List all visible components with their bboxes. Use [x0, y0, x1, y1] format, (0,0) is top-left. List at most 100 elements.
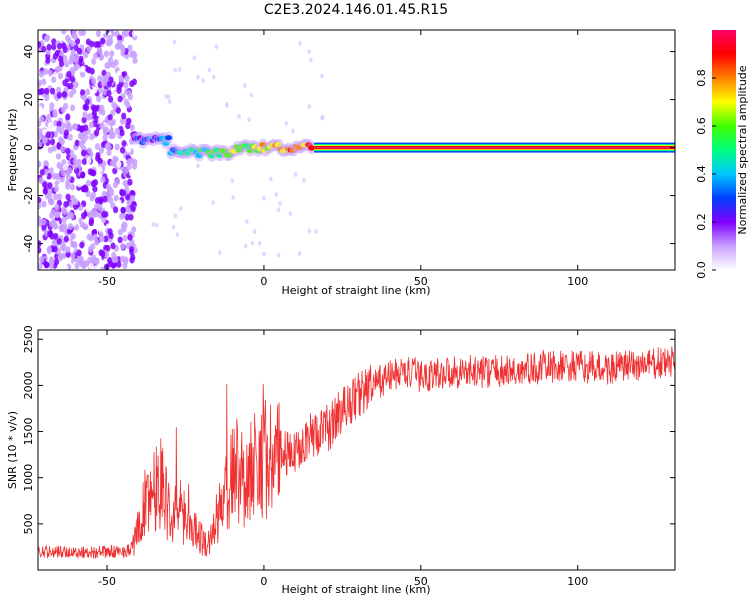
- noise-cell: [93, 265, 99, 270]
- noise-cell: [61, 206, 67, 214]
- noise-cell: [131, 109, 137, 117]
- noise-speck: [297, 251, 302, 256]
- snr-y-tick-label: 1000: [22, 464, 35, 492]
- noise-cell: [86, 45, 92, 53]
- noise-cell: [123, 81, 129, 89]
- spectrogram-frame: [37, 29, 676, 271]
- noise-speck: [314, 229, 318, 234]
- snr-frame: [37, 329, 676, 571]
- noise-speck: [288, 211, 293, 216]
- noise-cell: [47, 182, 53, 190]
- noise-speck: [307, 104, 312, 109]
- noise-cell: [102, 258, 108, 265]
- noise-cell: [39, 256, 45, 263]
- noise-cell: [101, 30, 107, 35]
- noise-cell: [117, 42, 123, 49]
- noise-cell: [113, 206, 119, 214]
- noise-cell: [43, 242, 49, 249]
- noise-cell: [79, 125, 85, 133]
- noise-cell: [63, 235, 69, 243]
- noise-cell: [51, 43, 57, 51]
- colorbar-tick-label: 0.6: [695, 117, 708, 135]
- noise-cell: [80, 89, 86, 96]
- noise-cell: [94, 238, 100, 246]
- noise-cell: [127, 178, 133, 186]
- noise-cell: [83, 223, 89, 231]
- noise-cell: [109, 50, 115, 58]
- noise-cell: [64, 60, 70, 68]
- noise-cell: [103, 244, 109, 252]
- noise-cell: [88, 121, 94, 129]
- noise-cell: [109, 178, 115, 186]
- noise-cell: [38, 56, 43, 63]
- noise-cell: [65, 113, 71, 121]
- noise-cell: [65, 34, 71, 42]
- noise-cell: [46, 187, 53, 195]
- noise-cell: [96, 41, 102, 48]
- noise-speck: [179, 206, 183, 212]
- noise-cell: [126, 158, 133, 165]
- noise-cell: [108, 232, 114, 240]
- noise-speck: [278, 201, 282, 206]
- noise-cell: [99, 266, 106, 270]
- noise-speck: [320, 73, 324, 79]
- noise-cell: [38, 202, 42, 210]
- noise-cell: [51, 239, 57, 247]
- noise-cell: [38, 217, 42, 225]
- noise-cell: [42, 136, 48, 144]
- noise-cell: [89, 67, 95, 75]
- noise-cell: [71, 240, 77, 248]
- noise-cell: [132, 30, 138, 37]
- noise-cell: [54, 203, 60, 211]
- noise-cell: [94, 257, 100, 265]
- spectrogram-x-axis-label: Height of straight line (km): [281, 284, 430, 297]
- tone-band: [314, 146, 675, 149]
- noise-speck: [309, 57, 313, 63]
- spectrogram-heatmap: [38, 30, 675, 270]
- noise-cell: [38, 81, 41, 88]
- noise-speck: [151, 222, 155, 227]
- noise-cell: [38, 120, 42, 128]
- noise-cell: [47, 230, 53, 238]
- noise-cell: [46, 43, 52, 51]
- chart-title: C2E3.2024.146.01.45.R15: [264, 2, 448, 18]
- noise-cell: [128, 246, 135, 253]
- noise-cell: [38, 262, 43, 270]
- noise-cell: [85, 179, 91, 187]
- noise-cell: [66, 174, 72, 181]
- noise-cell: [101, 210, 107, 218]
- noise-cell: [97, 75, 103, 82]
- spectrogram-x-tick-label: 0: [260, 275, 267, 288]
- noise-cell: [56, 238, 62, 245]
- noise-cell: [71, 219, 77, 227]
- noise-cell: [73, 81, 79, 89]
- noise-cell: [47, 146, 53, 154]
- noise-speck: [262, 251, 266, 257]
- noise-cell: [56, 91, 63, 99]
- noise-cell: [121, 112, 127, 120]
- noise-speck: [175, 232, 180, 238]
- noise-cell: [59, 225, 65, 233]
- noise-cell: [42, 68, 49, 75]
- noise-cell: [129, 64, 135, 72]
- noise-speck: [218, 250, 222, 255]
- noise-cell: [65, 123, 71, 130]
- noise-cell: [93, 52, 99, 60]
- noise-cell: [129, 170, 135, 177]
- noise-cell: [74, 139, 80, 147]
- noise-cell: [84, 88, 91, 96]
- noise-cell: [72, 64, 78, 72]
- spectrogram-x-tick-label: 50: [414, 275, 428, 288]
- snr-x-tick-label: 0: [260, 575, 267, 588]
- colorbar: 0.0 0.2 0.4 0.6 0.8 Normalized spectral ampl…: [695, 30, 749, 279]
- noise-cell: [38, 41, 42, 48]
- noise-cell: [87, 256, 93, 264]
- colorbar-bar: [712, 30, 736, 270]
- colorbar-ticks: 0.0 0.2 0.4 0.6 0.8: [695, 69, 716, 279]
- spectrogram-y-tick-label: -40: [22, 235, 35, 253]
- noise-cell: [46, 113, 52, 121]
- snr-y-ticks: 500 1000 1500 2000 2500: [22, 325, 675, 534]
- noise-cell: [38, 88, 43, 96]
- spectrogram-y-axis-label: Frequency (Hz): [6, 109, 19, 192]
- colorbar-label: Normalized spectral amplitude: [736, 65, 749, 234]
